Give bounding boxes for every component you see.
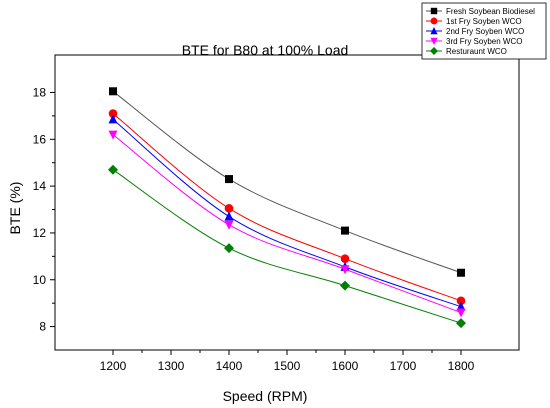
plot-frame <box>54 54 520 351</box>
y-tick-label: 18 <box>33 85 47 99</box>
legend-marker <box>430 37 438 45</box>
data-point <box>340 254 350 263</box>
legend-label: Fresh Soybean Biodiesel <box>446 7 535 16</box>
legend-item: Fresh Soybean Biodiesel <box>426 7 535 16</box>
legend-label: 3rd Fry Soyben WCO <box>446 37 522 46</box>
data-point <box>108 114 118 124</box>
legend-box <box>421 2 547 60</box>
series-layer <box>108 87 466 329</box>
series-5 <box>108 164 466 329</box>
x-tick-label: 1300 <box>158 359 185 373</box>
data-point <box>224 220 234 230</box>
series-line <box>112 134 462 314</box>
x-tick-label: 1800 <box>448 359 475 373</box>
legend-item: 1st Fry Soyben WCO <box>426 17 522 26</box>
legend-item: 3rd Fry Soyben WCO <box>426 37 522 46</box>
data-point <box>341 226 349 235</box>
data-point <box>108 130 118 140</box>
x-tick-label: 1700 <box>390 359 417 373</box>
legend-label: 1st Fry Soyben WCO <box>446 17 522 26</box>
data-point <box>108 109 118 118</box>
x-tick-label: 1500 <box>274 359 301 373</box>
x-tick-label: 1200 <box>100 359 127 373</box>
legend-marker <box>430 47 438 55</box>
legend-item: 2nd Fry Soyben WCO <box>426 27 524 36</box>
y-tick-label: 14 <box>33 179 47 193</box>
data-point <box>224 211 234 221</box>
data-point <box>224 204 234 213</box>
y-tick-label: 10 <box>33 273 47 287</box>
data-point <box>109 87 117 96</box>
series-3 <box>108 114 466 311</box>
series-line <box>112 113 462 302</box>
data-point <box>456 301 466 311</box>
data-point <box>340 280 350 291</box>
x-tick-label: 1600 <box>332 359 359 373</box>
data-point <box>456 296 466 306</box>
series-line <box>112 119 462 308</box>
legend-marker <box>430 7 438 15</box>
y-axis: 8 10 12 14 16 18 <box>33 85 55 334</box>
chart-title: BTE for B80 at 100% Load <box>182 42 349 58</box>
y-axis-label: BTE (%) <box>7 182 23 235</box>
series-2 <box>108 109 466 306</box>
series-4 <box>108 130 466 318</box>
legend-label: Resturaunt WCO <box>446 47 507 56</box>
y-tick-label: 16 <box>33 132 47 146</box>
data-point <box>225 175 233 184</box>
series-1 <box>109 87 465 277</box>
data-point <box>456 308 466 318</box>
data-point <box>457 268 465 277</box>
series-line <box>112 169 462 324</box>
legend-marker <box>430 17 438 25</box>
y-tick-label: 8 <box>39 320 46 334</box>
x-axis: 1200 1300 1400 1500 1600 1700 1800 <box>100 350 475 373</box>
legend-item: Resturaunt WCO <box>426 47 507 56</box>
x-axis-label: Speed (RPM) <box>223 388 308 404</box>
data-point <box>108 164 118 175</box>
x-tick-label: 1400 <box>216 359 243 373</box>
series-line <box>112 90 462 274</box>
y-tick-label: 12 <box>33 226 47 240</box>
data-point <box>224 243 234 254</box>
data-point <box>456 318 466 329</box>
legend-marker <box>430 27 438 35</box>
legend-label: 2nd Fry Soyben WCO <box>446 27 524 36</box>
data-point <box>340 265 350 275</box>
